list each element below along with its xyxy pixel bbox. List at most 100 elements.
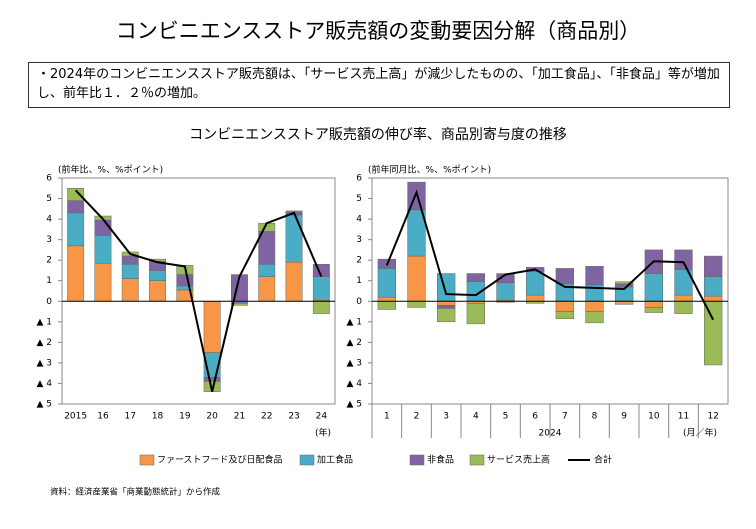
bar-segment (203, 377, 221, 382)
y-tick-label: 5 (46, 194, 52, 204)
x-tick-label: 20 (206, 412, 218, 422)
bar-segment (121, 278, 139, 302)
y-tick-label: 6 (46, 174, 52, 184)
bar-segment (67, 212, 85, 247)
bar-segment (67, 245, 85, 302)
bar-segment (555, 268, 574, 285)
x-tick-label: 23 (288, 412, 299, 422)
bar-segment (377, 301, 396, 310)
bar-segment (644, 301, 663, 308)
y-tick-label: 4 (46, 215, 52, 225)
y-tick-label: 0 (356, 297, 362, 307)
bar-segment (704, 276, 723, 297)
bar-segment (67, 188, 85, 201)
y-tick-label: 3 (46, 235, 52, 245)
y-axis-label: (前年同月比、%、%ポイント) (368, 164, 491, 176)
source: 資料：経済産業省「商業動態統計」から作成 (50, 487, 221, 498)
chart-subtitle: コンビニエンスストア販売額の伸び率、商品別寄与度の推移 (189, 126, 567, 143)
y-tick-label: 4 (356, 215, 362, 225)
legend-swatch (469, 454, 485, 466)
y-tick-label: 1 (356, 276, 362, 286)
bar-segment (437, 308, 456, 323)
bar-segment (285, 261, 303, 302)
y-tick-label: ▲ 3 (36, 358, 52, 368)
x-tick-label: 18 (152, 412, 164, 422)
x-tick-label: 8 (592, 412, 598, 422)
bar-segment (674, 249, 693, 270)
bar-segment (437, 301, 456, 306)
bar-segment (704, 295, 723, 302)
y-tick-label: ▲ 1 (346, 317, 362, 327)
x-tick-label: 22 (261, 412, 272, 422)
bar-segment (285, 210, 303, 213)
y-tick-label: 3 (356, 235, 362, 245)
x-unit: (月／年) (683, 427, 717, 439)
legend-label: ファーストフード及び日配食品 (157, 454, 283, 466)
x-tick-label: 17 (125, 412, 136, 422)
y-tick-label: ▲ 1 (36, 317, 52, 327)
bar-segment (312, 301, 330, 314)
bar-segment (67, 200, 85, 214)
x-tick-label: 11 (678, 412, 689, 422)
y-axis-label: (前年比、%、%ポイント) (58, 164, 163, 176)
x-tick-label: 2015 (64, 412, 87, 422)
x-tick-label: 12 (707, 412, 718, 422)
bar-segment (203, 301, 221, 353)
y-tick-label: ▲ 5 (346, 400, 362, 410)
bar-segment (466, 273, 485, 283)
total-line (385, 189, 715, 321)
x-tick-label: 6 (532, 412, 538, 422)
x-tick-label: 4 (473, 412, 479, 422)
y-tick-label: 1 (46, 276, 52, 286)
x-tick-label: 21 (234, 412, 245, 422)
y-tick-label: ▲ 2 (346, 338, 362, 348)
x-unit: (年) (315, 427, 331, 439)
bar-segment (526, 294, 545, 302)
legend-swatch (139, 454, 155, 466)
x-tick-label: 24 (316, 412, 328, 422)
bar-segment (407, 255, 426, 302)
x-tick-label: 3 (443, 412, 449, 422)
bar-segment (258, 264, 276, 277)
bar-segment (149, 280, 166, 302)
bar-segment (312, 276, 330, 301)
bar-segment (437, 273, 456, 302)
total-line (74, 189, 323, 392)
bar-segment (466, 303, 485, 325)
x-tick-label: 5 (503, 412, 509, 422)
bar-segment (176, 274, 194, 287)
x-tick-label: 9 (621, 412, 627, 422)
bar-segment (231, 303, 248, 306)
bar-segment (94, 263, 112, 302)
x-tick-label: 1 (384, 412, 390, 422)
bar-segment (526, 271, 545, 296)
legend-label: 非食品 (427, 454, 454, 466)
bar-segment (407, 301, 426, 308)
legend-label: 加工食品 (317, 454, 353, 466)
bar-segment (585, 311, 604, 324)
bar-segment (496, 273, 515, 284)
y-tick-label: ▲ 4 (346, 379, 362, 389)
bar-segment (285, 214, 303, 263)
y-tick-label: 5 (356, 194, 362, 204)
bar-segment (674, 294, 693, 302)
bar-segment (644, 273, 663, 302)
y-tick-label: 2 (356, 256, 362, 266)
summary-text: 2024年のコンビニエンスストア販売額は、「サービス売上高」が減少したものの、「… (37, 67, 720, 101)
bar-segment (437, 305, 456, 309)
x-tick-label: 10 (648, 412, 660, 422)
legend-label: 合計 (594, 454, 612, 466)
bar-segment (555, 301, 574, 312)
y-tick-label: ▲ 3 (346, 358, 362, 368)
bar-segment (121, 264, 139, 279)
bar-segment (615, 281, 634, 285)
summary-box: ・2024年のコンビニエンスストア販売額は、「サービス売上高」が減少したものの、… (28, 62, 730, 108)
bar-segment (704, 255, 723, 277)
bar-segment (377, 268, 396, 298)
bar-segment (704, 301, 723, 366)
y-tick-label: ▲ 4 (36, 379, 52, 389)
x-tick-label: 7 (562, 412, 568, 422)
legend-label: サービス売上高 (487, 454, 550, 466)
